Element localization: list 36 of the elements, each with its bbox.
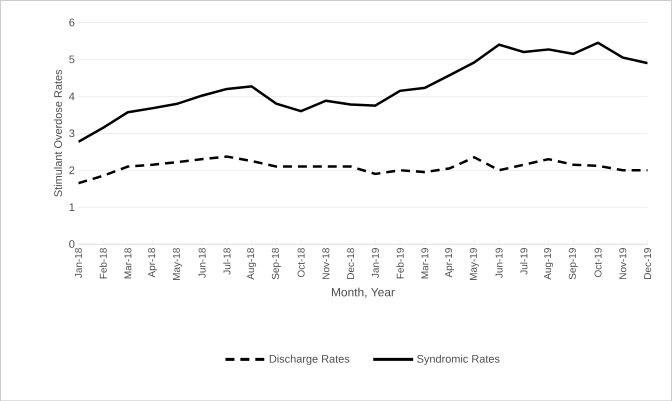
legend-label: Discharge Rates xyxy=(270,354,350,365)
x-tick-label: Sep-18 xyxy=(272,248,281,280)
x-tick-label: Apr-19 xyxy=(445,248,454,278)
x-tick-label: Sep-19 xyxy=(568,248,578,280)
x-tick-label: Dec-18 xyxy=(347,248,354,279)
x-tick-label: Nov-19 xyxy=(619,248,626,279)
legend-label: Syndromic Rates xyxy=(417,354,500,365)
x-tick-label: Mar-19 xyxy=(421,248,428,278)
x-tick-label: Aug-18 xyxy=(247,248,256,280)
y-tick-label: 5 xyxy=(69,55,74,64)
x-axis-title: Month, Year xyxy=(332,287,395,298)
x-tick-label: Jan-19 xyxy=(372,248,379,278)
y-tick-label: 0 xyxy=(69,240,74,248)
x-tick-label: Jun-18 xyxy=(198,248,206,278)
y-tick-label: 2 xyxy=(69,166,74,174)
x-tick-label: Apr-18 xyxy=(148,248,158,278)
x-tick-label: Aug-19 xyxy=(544,248,554,280)
x-tick-label: Jul-19 xyxy=(520,248,528,274)
x-tick-label: Nov-18 xyxy=(322,248,330,279)
x-tick-label: Feb-18 xyxy=(99,248,107,278)
x-tick-label: Feb-19 xyxy=(396,248,404,278)
x-tick-label: Dec-19 xyxy=(644,248,652,279)
y-tick-label: 1 xyxy=(70,203,74,211)
x-tick-label: Jun-19 xyxy=(496,248,503,278)
y-tick-label: 4 xyxy=(69,92,75,100)
y-tick-label: 6 xyxy=(69,18,74,26)
y-axis-title: Stimulant Overdose Rates xyxy=(54,70,62,196)
x-tick-label: May-18 xyxy=(172,248,182,280)
line-series xyxy=(78,41,648,143)
x-tick-label: Oct-19 xyxy=(594,248,602,277)
x-tick-label: Jan-18 xyxy=(74,248,82,278)
x-tick-label: Oct-18 xyxy=(298,248,305,277)
x-tick-label: May-19 xyxy=(470,248,479,280)
x-tick-label: Jul-18 xyxy=(223,248,231,274)
y-tick-label: 3 xyxy=(69,129,74,137)
x-tick-label: Mar-18 xyxy=(124,248,132,278)
